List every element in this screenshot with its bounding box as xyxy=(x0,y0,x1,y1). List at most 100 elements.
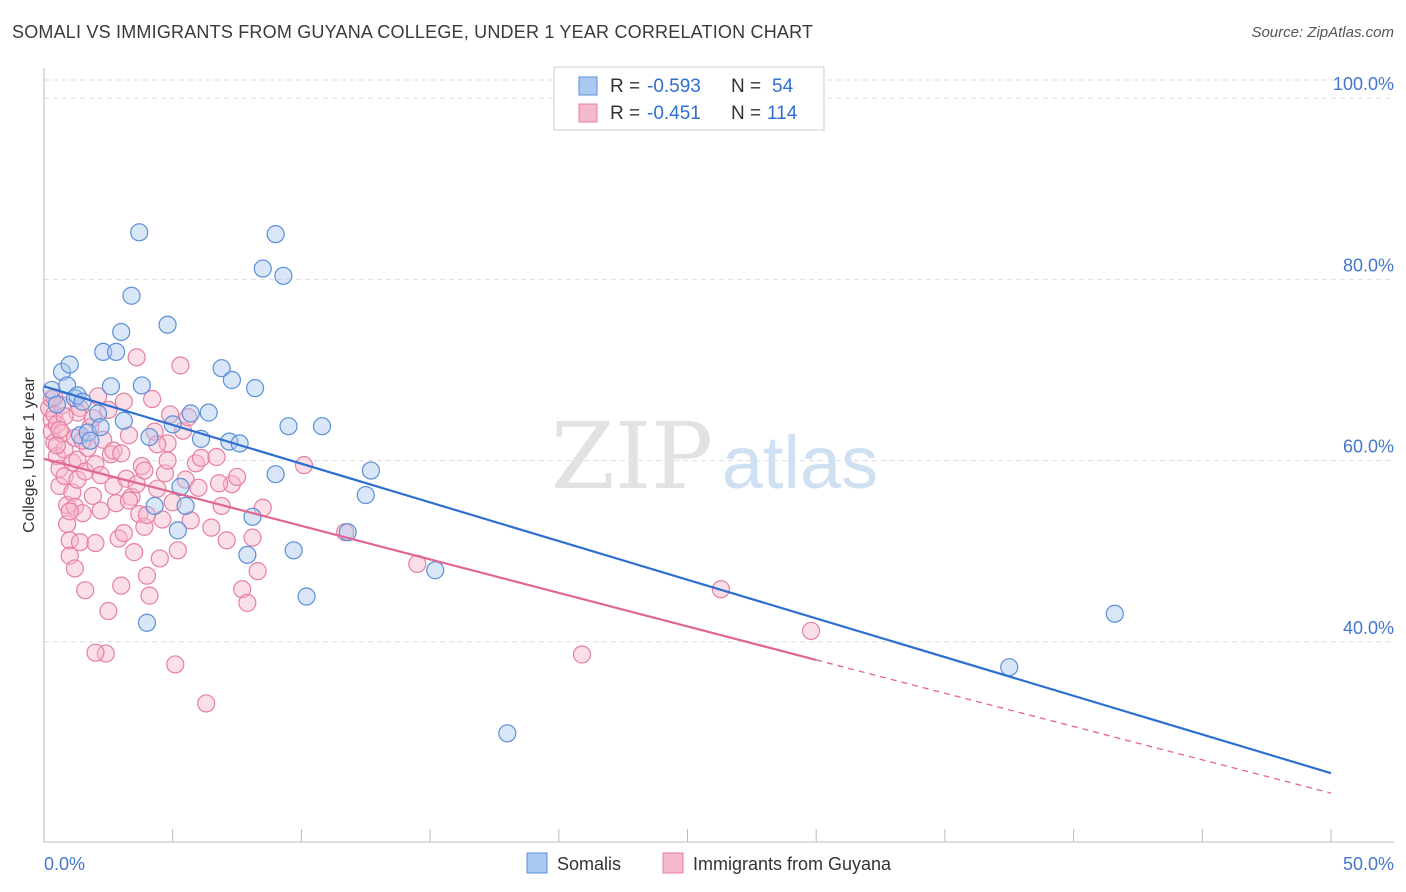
legend-n-label-somalis: N = xyxy=(731,76,761,97)
point-somalis xyxy=(312,417,332,436)
axis-layer: 40.0% 60.0% 80.0% 100.0% xyxy=(43,68,1394,843)
point-somalis xyxy=(1000,658,1019,677)
point-somalis xyxy=(176,496,195,516)
watermark-zip: ZIP xyxy=(551,403,713,510)
point-somalis xyxy=(106,342,126,362)
point-somalis xyxy=(266,225,285,244)
point-guyana xyxy=(114,523,133,543)
point-guyana xyxy=(65,559,84,578)
trend-layer xyxy=(43,385,1332,794)
point-guyana xyxy=(171,356,190,375)
bottom-legend-label-guyana: Immigrants from Guyana xyxy=(693,854,892,874)
correlation-legend: R = -0.593 N = 54 R = -0.451 N = 114 xyxy=(553,66,825,131)
bottom-legend: Somalis Immigrants from Guyana xyxy=(526,852,892,874)
legend-r-value-guyana: -0.451 xyxy=(647,103,701,124)
point-guyana xyxy=(217,531,236,550)
point-somalis xyxy=(91,417,110,437)
point-guyana xyxy=(83,486,103,506)
point-guyana xyxy=(135,517,154,536)
point-guyana xyxy=(202,518,221,537)
trend-line-somalis xyxy=(43,385,1332,775)
point-somalis xyxy=(245,379,265,398)
point-guyana xyxy=(109,529,128,548)
point-guyana xyxy=(166,655,185,674)
watermark-atlas: atlas xyxy=(722,421,878,504)
point-guyana xyxy=(207,447,226,467)
x-tick-label-max: 50.0% xyxy=(1343,854,1394,874)
x-tick-label-min: 0.0% xyxy=(44,854,85,874)
point-somalis xyxy=(212,359,231,378)
point-somalis xyxy=(52,362,72,381)
point-guyana xyxy=(119,426,139,445)
point-somalis xyxy=(356,485,375,505)
point-guyana xyxy=(76,581,95,600)
point-somalis xyxy=(158,315,177,334)
point-guyana xyxy=(70,533,90,552)
watermark: ZIP atlas xyxy=(551,403,878,510)
point-somalis xyxy=(284,541,303,560)
point-somalis xyxy=(88,404,108,423)
point-guyana xyxy=(186,454,205,473)
point-somalis xyxy=(137,613,157,632)
point-somalis xyxy=(168,521,187,540)
point-guyana xyxy=(148,435,167,454)
legend-r-label-somalis: R = xyxy=(610,76,640,97)
y-tick-label: 40.0% xyxy=(1343,618,1394,638)
legend-n-value-guyana: 114 xyxy=(767,103,798,124)
point-somalis xyxy=(1105,604,1124,623)
point-guyana xyxy=(248,562,267,581)
point-guyana xyxy=(143,389,162,409)
point-somalis xyxy=(47,395,66,414)
point-guyana xyxy=(112,576,131,595)
point-somalis xyxy=(253,259,272,278)
bottom-legend-swatch-somalis xyxy=(526,852,548,874)
point-guyana xyxy=(86,643,105,662)
point-guyana xyxy=(227,467,247,487)
chart-title: SOMALI VS IMMIGRANTS FROM GUYANA COLLEGE… xyxy=(12,22,814,42)
point-guyana xyxy=(140,586,159,605)
point-somalis xyxy=(130,223,149,242)
point-somalis xyxy=(238,545,257,564)
point-guyana xyxy=(243,528,262,547)
point-somalis xyxy=(145,496,164,516)
point-guyana xyxy=(86,533,105,553)
point-guyana xyxy=(119,491,139,510)
trend-line-guyana-extrapolated xyxy=(816,659,1332,794)
point-somalis xyxy=(297,587,316,606)
point-guyana xyxy=(181,511,200,530)
point-somalis xyxy=(498,724,517,743)
point-somalis xyxy=(101,377,121,396)
point-guyana xyxy=(238,593,257,612)
point-somalis xyxy=(266,465,285,484)
point-guyana xyxy=(127,348,146,367)
y-axis-label: College, Under 1 year xyxy=(21,377,38,533)
point-guyana xyxy=(197,694,216,713)
point-guyana xyxy=(233,580,252,599)
point-guyana xyxy=(50,420,69,439)
y-tick-label: 60.0% xyxy=(1343,437,1394,457)
point-somalis xyxy=(140,427,159,447)
point-guyana xyxy=(135,461,154,480)
point-somalis xyxy=(132,376,151,395)
point-somalis xyxy=(122,286,141,305)
series-somalis-points xyxy=(42,223,1124,743)
y-tick-label: 80.0% xyxy=(1343,255,1394,275)
point-somalis xyxy=(112,322,131,342)
legend-swatch-somalis xyxy=(578,76,598,96)
point-somalis xyxy=(94,342,113,362)
legend-r-label-guyana: R = xyxy=(610,103,640,124)
point-guyana xyxy=(137,566,157,585)
point-somalis xyxy=(426,561,445,580)
point-guyana xyxy=(99,601,118,621)
point-guyana xyxy=(47,436,66,455)
bottom-legend-swatch-guyana xyxy=(662,852,684,874)
point-somalis xyxy=(114,411,133,430)
point-guyana xyxy=(91,501,110,520)
legend-n-value-somalis: 54 xyxy=(772,76,794,97)
point-guyana xyxy=(112,444,131,463)
point-guyana xyxy=(168,541,187,560)
point-guyana xyxy=(99,400,118,419)
legend-n-label-guyana: N = xyxy=(731,103,761,124)
point-somalis xyxy=(181,404,200,423)
